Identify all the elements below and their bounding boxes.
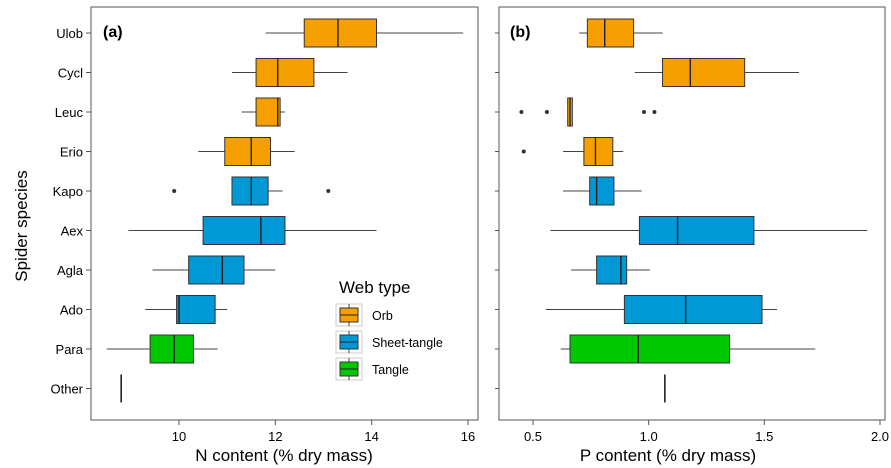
legend-item-orb: Orb bbox=[335, 303, 393, 327]
box-row-aex bbox=[550, 216, 868, 245]
box-row-cycl bbox=[231, 58, 348, 87]
legend-item-label: Tangle bbox=[372, 363, 409, 377]
box bbox=[589, 176, 615, 206]
box bbox=[303, 18, 377, 48]
outlier-point bbox=[172, 189, 177, 193]
box-row-ado bbox=[545, 295, 778, 324]
panel-a-label: (a) bbox=[103, 24, 123, 41]
box-row-agla bbox=[152, 255, 276, 285]
box bbox=[176, 295, 216, 324]
y-tick-label: Leuc bbox=[55, 105, 84, 120]
box bbox=[224, 137, 272, 166]
box-row-para bbox=[560, 334, 816, 364]
panel-a-x-axis-title: N content (% dry mass) bbox=[195, 446, 373, 465]
legend: Web type Orb Sheet-tangle Tangle bbox=[335, 278, 443, 381]
box bbox=[638, 216, 755, 245]
panel-b-label: (b) bbox=[510, 24, 530, 41]
box-row-kapo bbox=[172, 176, 331, 206]
box bbox=[188, 255, 245, 285]
outlier-point bbox=[544, 110, 549, 114]
legend-items: Orb Sheet-tangle Tangle bbox=[335, 303, 443, 381]
box-row-ado bbox=[145, 295, 228, 324]
outlier-point bbox=[642, 110, 647, 114]
x-tick-label: 2.0 bbox=[871, 429, 889, 444]
box-row-erio bbox=[521, 137, 624, 166]
legend-item-label: Sheet-tangle bbox=[372, 336, 443, 350]
panel-b-x-axis-title: P content (% dry mass) bbox=[580, 446, 756, 465]
y-tick-label: Cycl bbox=[58, 66, 83, 81]
x-tick-label: 1.0 bbox=[640, 429, 658, 444]
box-row-cycl bbox=[634, 58, 800, 87]
y-tick-label: Aex bbox=[61, 224, 84, 239]
panel-a: UlobCyclLeucErioKapoAexAglaAdoParaOther … bbox=[50, 6, 479, 465]
y-tick-label: Agla bbox=[57, 263, 84, 278]
panel-b-plot-area bbox=[495, 18, 868, 403]
legend-item-label: Orb bbox=[372, 309, 393, 323]
x-tick-label: 16 bbox=[461, 429, 475, 444]
box-row-ulob bbox=[265, 18, 464, 48]
box bbox=[202, 216, 286, 245]
panel-b: 0.5 1.0 1.5 2.0 (b) P content (% dry mass) bbox=[495, 6, 889, 465]
panel-a-y-ticks: Ulob Cycl Leuc Erio Kapo Aex Agla Ado Para Other bbox=[50, 26, 91, 397]
box bbox=[583, 137, 614, 166]
y-tick-label: Para bbox=[56, 342, 84, 357]
box bbox=[231, 176, 269, 206]
box bbox=[662, 58, 746, 87]
box-row-agla bbox=[571, 255, 650, 285]
box bbox=[586, 18, 635, 48]
y-tick-label: Other bbox=[50, 382, 83, 397]
y-tick-label: Ado bbox=[60, 303, 83, 318]
box bbox=[623, 295, 763, 324]
y-tick-label: Kapo bbox=[53, 184, 83, 199]
outlier-point bbox=[519, 110, 524, 114]
box-row-erio bbox=[198, 137, 295, 166]
legend-item-tangle: Tangle bbox=[335, 357, 409, 381]
x-tick-label: 10 bbox=[172, 429, 186, 444]
panel-a-plot-area bbox=[106, 18, 464, 403]
x-tick-label: 12 bbox=[268, 429, 282, 444]
box-row-ulob bbox=[579, 18, 663, 48]
box-row-kapo bbox=[563, 176, 642, 206]
box-row-leuc bbox=[519, 97, 657, 127]
outlier-point bbox=[652, 110, 657, 114]
x-tick-label: 0.5 bbox=[524, 429, 542, 444]
box bbox=[255, 97, 281, 127]
box-row-aex bbox=[128, 216, 377, 245]
box bbox=[569, 334, 731, 364]
box bbox=[596, 255, 628, 285]
outlier-point bbox=[326, 189, 331, 193]
panel-a-x-ticks: 10 12 14 16 bbox=[172, 420, 475, 444]
box-row-leuc bbox=[241, 97, 285, 127]
legend-item-sheet-tangle: Sheet-tangle bbox=[335, 330, 443, 354]
y-tick-label: Erio bbox=[60, 145, 83, 160]
x-tick-label: 1.5 bbox=[755, 429, 773, 444]
outlier-point bbox=[521, 149, 526, 154]
y-tick-label: Ulob bbox=[56, 26, 83, 41]
panel-b-x-ticks: 0.5 1.0 1.5 2.0 bbox=[524, 420, 889, 444]
y-axis-title: Spider species bbox=[12, 170, 31, 282]
box bbox=[255, 58, 315, 87]
box bbox=[149, 334, 194, 364]
box-row-para bbox=[106, 334, 218, 364]
legend-title: Web type bbox=[339, 278, 411, 297]
x-tick-label: 14 bbox=[364, 429, 378, 444]
